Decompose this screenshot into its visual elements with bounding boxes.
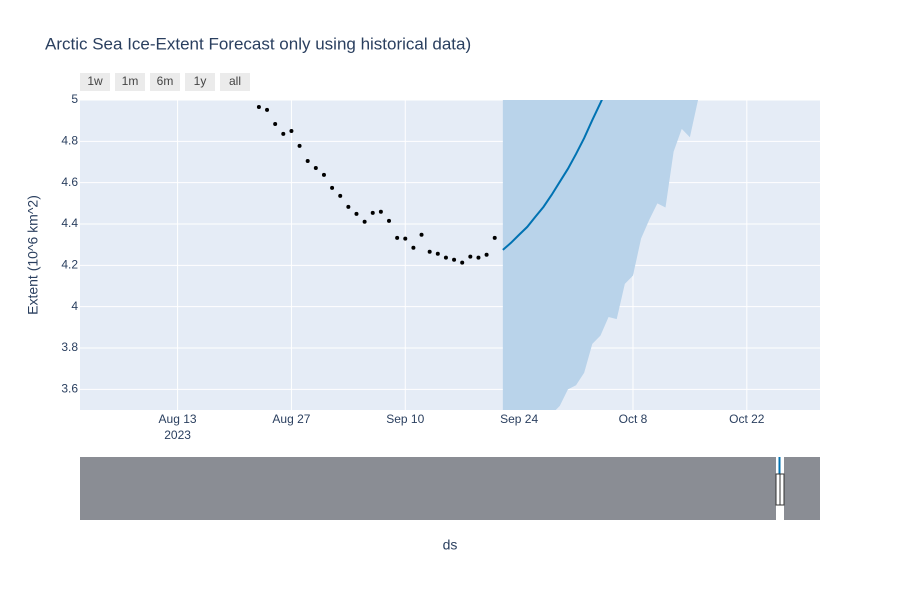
observed-point (492, 235, 497, 240)
range-button-bg[interactable] (80, 73, 110, 91)
range-button-bg[interactable] (115, 73, 145, 91)
observed-point (468, 254, 473, 259)
x-tick-label: Aug 13 (159, 412, 197, 426)
x-tick-year: 2023 (164, 428, 191, 442)
x-tick-label: Oct 22 (729, 412, 765, 426)
observed-point (378, 209, 383, 214)
x-tick-label: Aug 27 (272, 412, 310, 426)
observed-point (256, 105, 261, 110)
range-button[interactable]: 1w (80, 73, 110, 91)
y-tick-label: 4 (71, 299, 78, 313)
range-button-bg[interactable] (150, 73, 180, 91)
range-button-label[interactable]: all (229, 74, 241, 88)
y-tick-label: 4.6 (61, 175, 78, 189)
y-tick-label: 3.8 (61, 340, 78, 354)
forecast-line (502, 100, 603, 251)
uncertainty-band (502, 100, 699, 410)
plot-area (80, 100, 820, 410)
observed-point (403, 236, 408, 241)
range-button-label[interactable]: 1w (87, 74, 103, 88)
observed-point (443, 255, 448, 260)
observed-point (321, 172, 326, 177)
observed-point (362, 219, 367, 224)
observed-point (305, 158, 310, 163)
observed-point (273, 121, 278, 126)
observed-point (419, 232, 424, 237)
slider-background (80, 457, 820, 520)
observed-point (338, 193, 343, 198)
observed-point (330, 185, 335, 190)
x-tick-label: Sep 10 (386, 412, 424, 426)
y-tick-label: 5 (71, 92, 78, 106)
range-button-label[interactable]: 6m (157, 74, 174, 88)
observed-point (346, 204, 351, 209)
observed-point (435, 251, 440, 256)
slider-handle[interactable] (775, 473, 781, 506)
range-button[interactable]: 6m (150, 73, 180, 91)
observed-point (460, 260, 465, 265)
range-button[interactable]: all (220, 73, 250, 91)
x-tick-label: Oct 8 (619, 412, 648, 426)
x-axis-label: ds (443, 537, 458, 553)
observed-point (265, 107, 270, 112)
observed-point (354, 211, 359, 216)
range-button[interactable]: 1y (185, 73, 215, 91)
observed-point (452, 257, 457, 262)
range-button-bg[interactable] (220, 73, 250, 91)
observed-point (370, 210, 375, 215)
y-tick-label: 4.4 (61, 216, 78, 230)
observed-point (297, 143, 302, 148)
observed-point (427, 249, 432, 254)
chart-title: Arctic Sea Ice-Extent Forecast only usin… (45, 34, 471, 53)
x-tick-label: Sep 24 (500, 412, 538, 426)
y-axis-label: Extent (10^6 km^2) (25, 195, 41, 315)
observed-point (484, 252, 489, 257)
range-slider[interactable] (80, 457, 820, 520)
observed-point (387, 218, 392, 223)
y-tick-label: 3.6 (61, 382, 78, 396)
observed-point (281, 131, 286, 136)
y-tick-label: 4.8 (61, 134, 78, 148)
observed-point (411, 245, 416, 250)
slider-handle[interactable] (779, 473, 785, 506)
observed-point (476, 255, 481, 260)
observed-point (313, 165, 318, 170)
range-button-bg[interactable] (185, 73, 215, 91)
range-button-label[interactable]: 1m (122, 74, 139, 88)
range-button[interactable]: 1m (115, 73, 145, 91)
observed-point (395, 235, 400, 240)
range-button-label[interactable]: 1y (194, 74, 207, 88)
y-tick-label: 4.2 (61, 258, 78, 272)
observed-point (289, 129, 294, 133)
